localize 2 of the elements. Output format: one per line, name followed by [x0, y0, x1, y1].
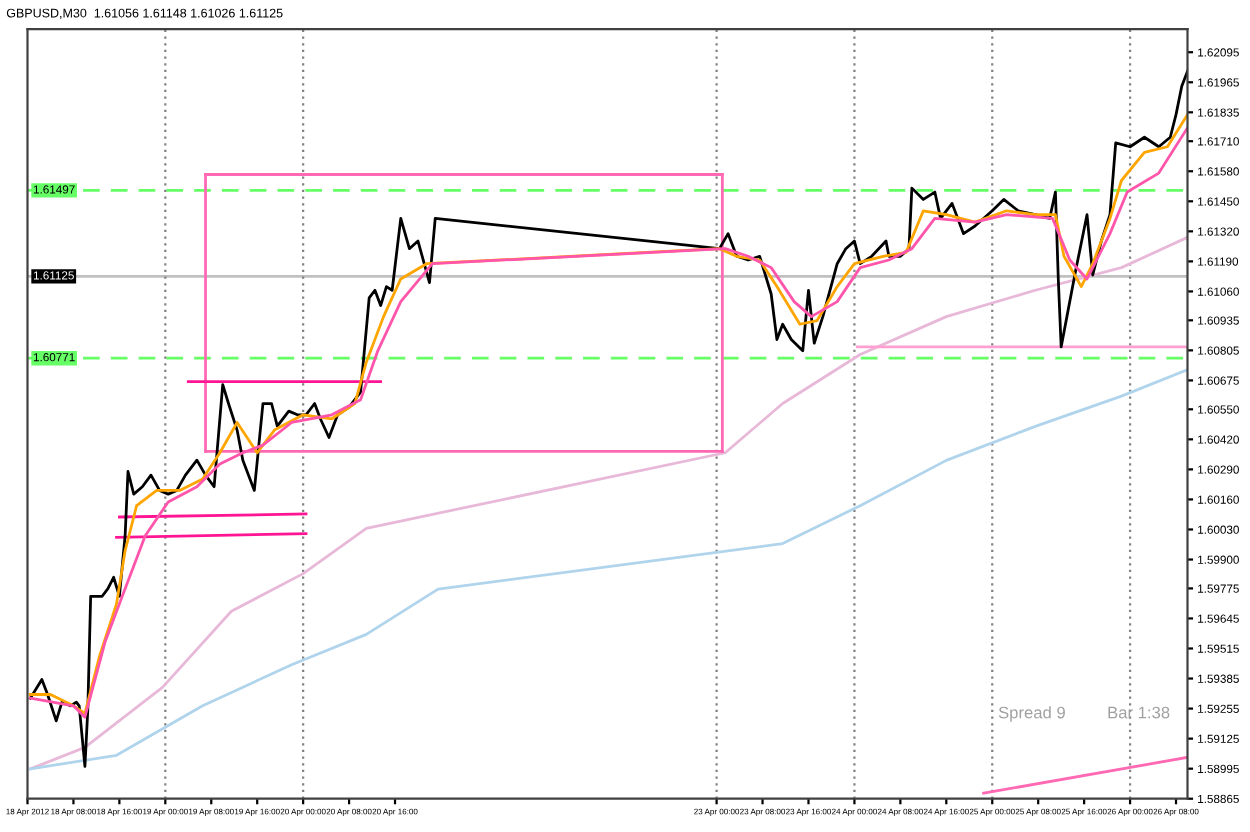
annotation: Spread 9	[998, 706, 1065, 722]
annotation: Bar 1:38	[1108, 706, 1170, 719]
